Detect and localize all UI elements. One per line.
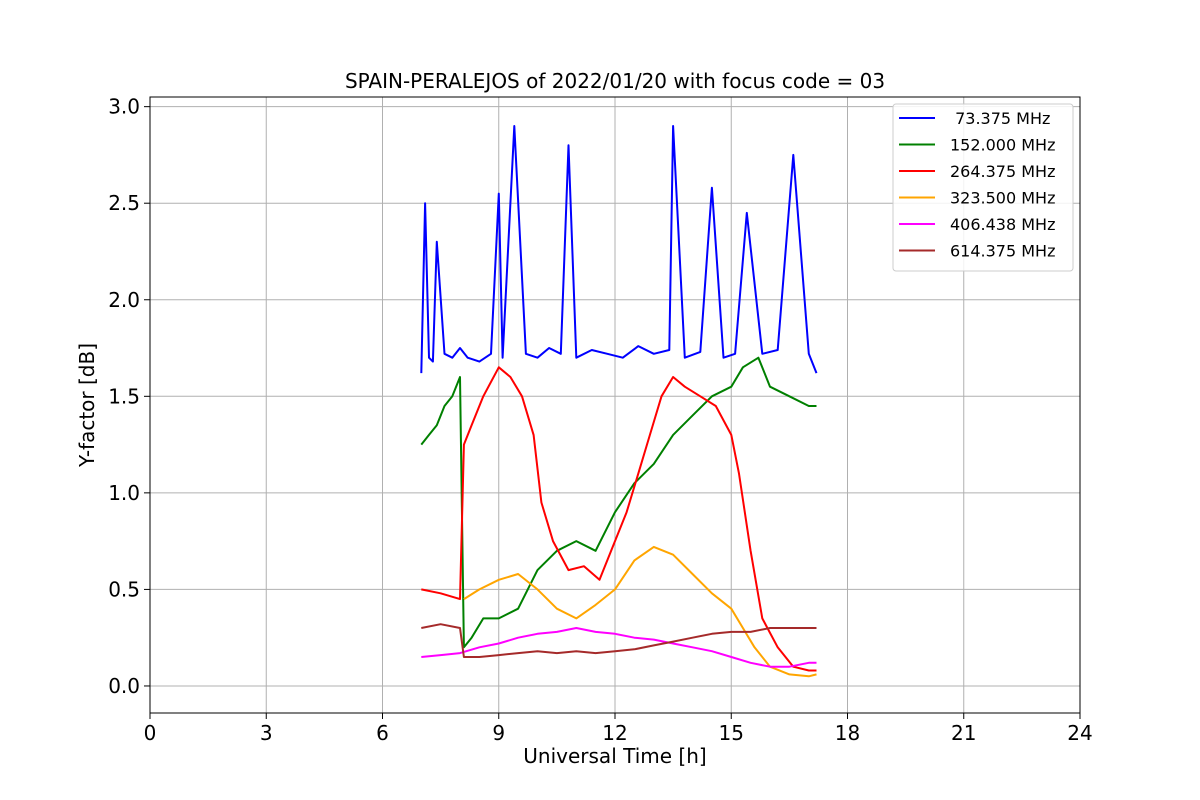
- series-line: [420, 125, 818, 374]
- x-tick-label: 15: [719, 721, 744, 745]
- y-axis-label: Y-factor [dB]: [75, 343, 99, 468]
- x-tick-label: 9: [492, 721, 505, 745]
- series-line: [463, 545, 817, 678]
- x-tick-label: 6: [376, 721, 389, 745]
- series-line: [421, 623, 817, 658]
- y-tick-label: 0.0: [108, 674, 140, 698]
- legend-label: 152.000 MHz: [950, 136, 1055, 155]
- legend: 73.375 MHz 152.000 MHz 264.375 MHz 323.500 …: [892, 103, 1074, 272]
- legend-label: 323.500 MHz: [950, 189, 1055, 208]
- y-tick-label: 2.0: [108, 288, 140, 312]
- series-layer: [420, 125, 818, 678]
- legend-label: 406.438 MHz: [950, 215, 1055, 234]
- y-tick-label: 1.5: [108, 384, 140, 408]
- series-line: [421, 366, 817, 672]
- legend-label: 614.375 MHz: [950, 242, 1055, 261]
- y-tick-label: 1.0: [108, 481, 140, 505]
- legend-label: 73.375 MHz: [950, 109, 1050, 128]
- y-tick-label: 0.5: [108, 577, 140, 601]
- x-tick-label: 3: [260, 721, 273, 745]
- x-tick-label: 21: [951, 721, 976, 745]
- y-tick-label: 3.0: [108, 95, 140, 119]
- x-tick-label: 0: [144, 721, 157, 745]
- series-line: [420, 356, 817, 649]
- legend-box: [892, 103, 1074, 272]
- x-axis-label: Universal Time [h]: [523, 744, 706, 768]
- y-axis-ticks: 0.0 0.5 1.0 1.5 2.0 2.5 3.0: [108, 95, 150, 698]
- y-tick-label: 2.5: [108, 191, 140, 215]
- legend-label: 264.375 MHz: [950, 162, 1055, 181]
- x-tick-label: 18: [835, 721, 860, 745]
- x-axis-ticks: 0 3 6 9 12 15 18 21 24: [144, 713, 1093, 745]
- series-line: [421, 627, 817, 668]
- chart-title: SPAIN-PERALEJOS of 2022/01/20 with focus…: [345, 69, 885, 93]
- x-tick-label: 24: [1067, 721, 1092, 745]
- x-tick-label: 12: [602, 721, 627, 745]
